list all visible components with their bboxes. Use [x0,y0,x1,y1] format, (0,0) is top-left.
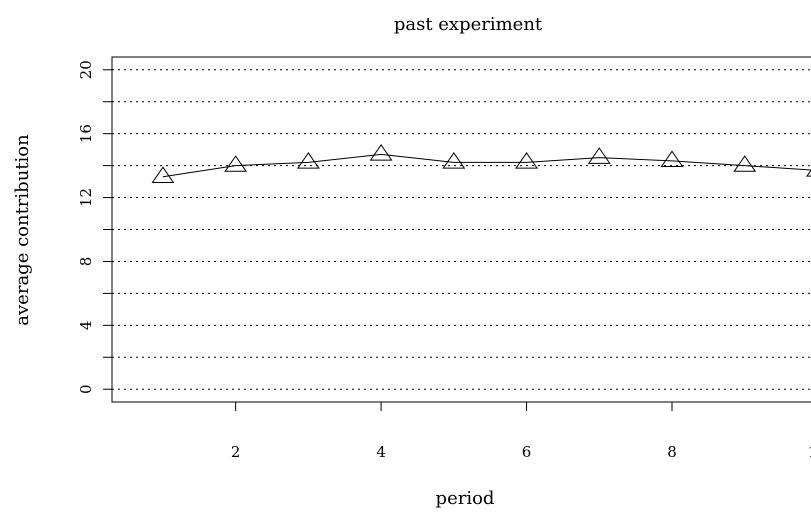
data-point-10 [806,169,811,177]
axes: 048121620246810 [77,60,811,461]
data-point-8 [660,150,684,168]
series-line-0 [162,153,811,178]
data-point-1 [151,166,175,183]
data-point-7 [587,147,611,164]
data-point-6 [515,152,538,169]
x-tick-label-8: 8 [667,443,677,461]
y-tick-label-12: 12 [77,188,95,207]
plot-frame [111,56,811,403]
x-axis-label: period [436,488,495,509]
x-tick-label-10: 10 [808,443,811,461]
y-tick-label-4: 4 [77,321,95,331]
x-tick-label-4: 4 [376,443,386,461]
y-tick-label-20: 20 [77,60,95,79]
data-point-2 [224,155,248,172]
x-tick-label-2: 2 [231,443,241,461]
chart-title: past experiment [394,14,543,35]
x-tick-label-6: 6 [522,443,532,461]
y-axis-label: average contribution [12,134,33,326]
data-point-5 [442,152,466,169]
data-point-4 [369,144,393,161]
gridlines [112,69,811,390]
y-tick-label-0: 0 [77,384,95,394]
data-point-9 [733,155,757,172]
y-tick-label-8: 8 [77,257,95,267]
data-series [151,144,811,183]
y-tick-label-16: 16 [77,124,95,143]
data-point-3 [296,152,320,169]
